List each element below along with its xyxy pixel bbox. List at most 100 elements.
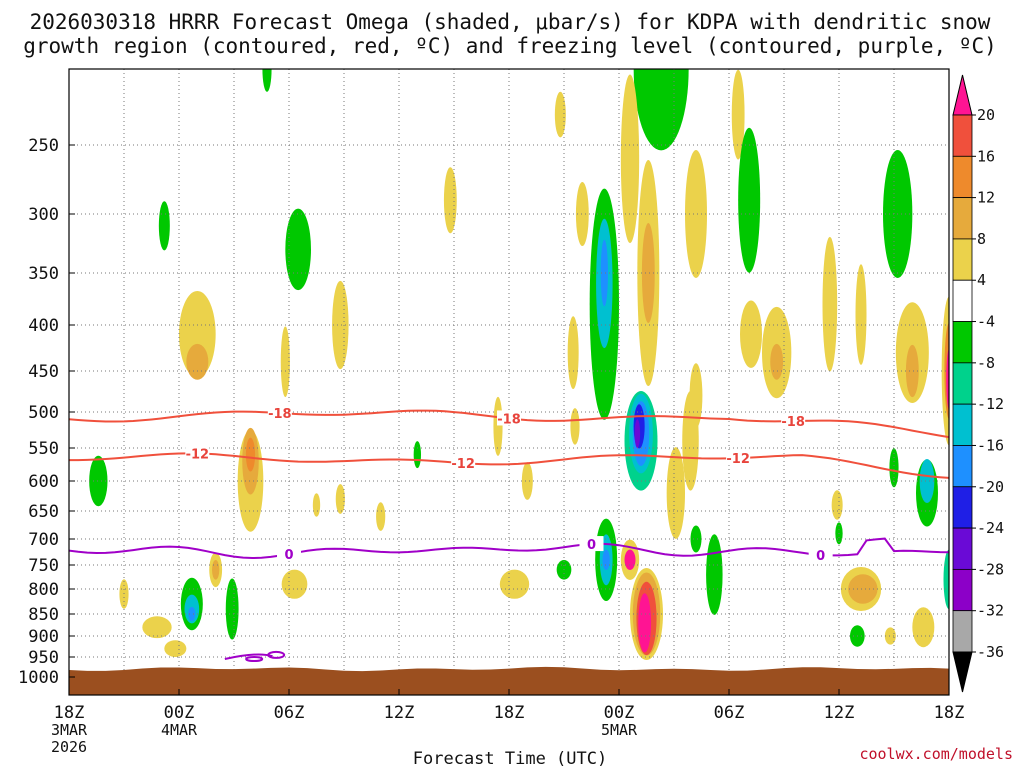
colorbar-label: 4 [977,271,986,289]
omega-region [186,343,209,380]
omega-region [641,223,655,323]
colorbar-label: -36 [977,643,1004,661]
omega-region [946,349,949,410]
y-tick-label: 1000 [18,668,59,688]
omega-region [905,344,919,398]
colorbar-bin [952,445,973,488]
omega-region [376,502,386,531]
omega-region [335,484,345,514]
omega-region [912,607,935,648]
y-tick-label: 950 [28,648,59,668]
colorbar-bin [952,238,973,281]
y-tick-label: 500 [28,403,59,423]
omega-region [602,549,610,570]
x-tick-label: 18Z [54,703,85,723]
colorbar-bin [952,321,973,364]
contour-label-bg [726,450,751,466]
x-tick-label: 5MAR [601,721,638,739]
omega-region [332,280,349,370]
freezing-level-fragment [267,650,286,659]
y-tick-label: 600 [28,472,59,492]
contour-label: -12 [726,452,750,467]
y-tick-label: 900 [28,627,59,647]
contour-label-bg [781,413,806,429]
colorbar-bin [952,114,973,157]
y-tick-label: 250 [28,136,59,156]
colorbar-label: -4 [977,313,995,331]
contour-label: -18 [781,415,805,430]
omega-region [567,316,579,389]
omega-region [575,182,589,246]
contour-label: 0 [284,548,293,563]
omega-region [889,448,899,488]
colorbar-bin [952,403,973,446]
colorbar-bottom-arrow [952,651,973,693]
colorbar-label: -20 [977,478,1004,496]
x-tick-label: 00Z [164,703,195,723]
contour-label-bg [579,536,604,552]
omega-region [521,462,533,500]
x-tick-label: 06Z [714,703,745,723]
colorbar-label: 16 [977,147,995,165]
colorbar-bin [952,610,973,653]
x-tick-label: 00Z [604,703,635,723]
pressure-axis: 2503003504004505005506006507007508008509… [18,136,75,688]
omega-region [570,408,580,445]
x-tick-label: 2026 [51,738,87,756]
colorbar-label: 12 [977,189,995,207]
omega-region [666,447,685,539]
temperature-contours: -18 -18 -18 -12 -12 -12 0 0 0 [69,405,949,662]
y-tick-label: 550 [28,439,59,459]
omega-region [89,455,108,507]
omega-region [855,264,867,365]
omega-region [262,69,272,92]
freezing-level-fragment [245,656,264,662]
omega-region [554,91,566,138]
y-tick-label: 750 [28,556,59,576]
contour-label: 0 [587,538,596,553]
colorbar-label: -24 [977,519,1004,537]
colorbar-bin [952,279,973,322]
contour-line [69,452,949,479]
x-tick-label: 4MAR [161,721,198,739]
colorbar-label: 8 [977,230,986,248]
omega-region [770,343,784,380]
y-tick-label: 650 [28,502,59,522]
omega-region [212,560,220,580]
contour-label: -18 [268,407,292,422]
omega-colorbar: 20 16 12 8 4 -4 -8 -12 -16 -20 -24 -28 -32 -36 [952,74,1004,693]
contour-label-bg [267,405,292,421]
colorbar-top-arrow [952,74,973,116]
gridlines [69,69,949,695]
chart-title-line2: growth region (contoured, red, ºC) and f… [23,34,997,58]
omega-region [634,419,641,448]
colorbar-label: -28 [977,560,1004,578]
omega-region [600,239,608,307]
y-tick-label: 700 [28,530,59,550]
contour-label-bg [451,455,476,471]
contour-label: -12 [186,447,210,462]
contour-label-bg [497,410,521,426]
colorbar-bin [952,362,973,405]
omega-region [919,458,935,504]
y-tick-label: 850 [28,605,59,625]
omega-region [822,236,838,372]
omega-region [164,640,187,657]
omega-region [682,391,699,491]
y-tick-label: 450 [28,362,59,382]
y-tick-label: 800 [28,580,59,600]
omega-region [731,69,745,160]
terrain-layer [69,666,949,695]
colorbar-bin [952,197,973,240]
omega-region [285,208,311,291]
omega-region [188,606,196,622]
omega-region [831,490,843,520]
omega-region [620,74,640,244]
chart-title-line1: 2026030318 HRRR Forecast Omega (shaded, … [30,10,991,34]
omega-region [312,493,321,517]
colorbar-bin [952,486,973,529]
contour-label-bg [277,545,301,561]
colorbar-label: -16 [977,436,1004,454]
colorbar-label: 20 [977,106,995,124]
